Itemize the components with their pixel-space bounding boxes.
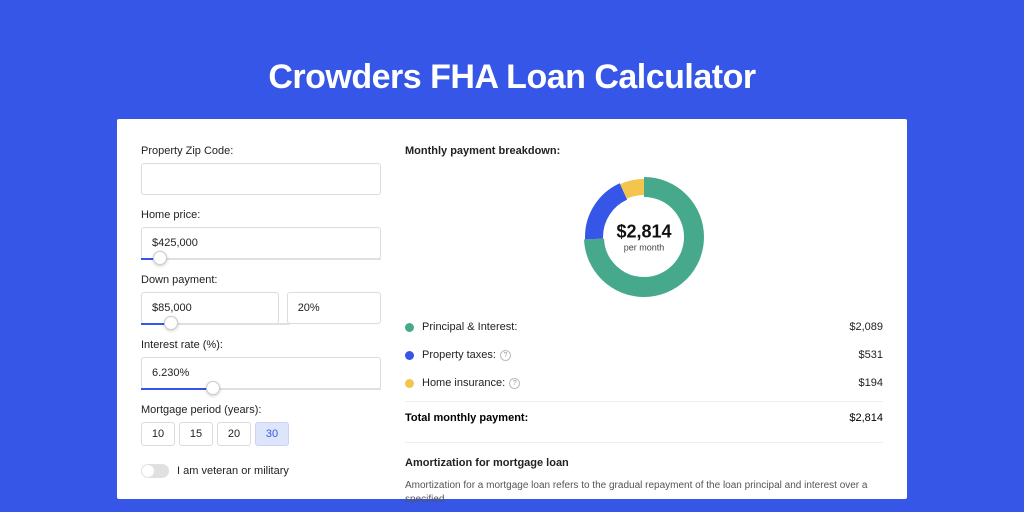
legend-dot-icon — [405, 379, 414, 388]
amortization-block: Amortization for mortgage loan Amortizat… — [405, 442, 883, 507]
down-payment-slider[interactable] — [141, 323, 290, 325]
legend-row-2: Home insurance:?$194 — [405, 369, 883, 397]
donut-chart-wrap: $2,814 per month — [405, 167, 883, 313]
legend-label: Principal & Interest: — [422, 321, 849, 333]
period-option-20[interactable]: 20 — [217, 422, 251, 446]
zip-label: Property Zip Code: — [141, 145, 381, 157]
total-row: Total monthly payment: $2,814 — [405, 401, 883, 432]
home-price-label: Home price: — [141, 209, 381, 221]
legend-value: $194 — [859, 377, 883, 389]
info-icon[interactable]: ? — [500, 350, 511, 361]
period-option-15[interactable]: 15 — [179, 422, 213, 446]
veteran-label: I am veteran or military — [177, 465, 289, 477]
donut-center: $2,814 per month — [616, 222, 671, 253]
amortization-heading: Amortization for mortgage loan — [405, 457, 883, 469]
down-payment-label: Down payment: — [141, 274, 381, 286]
donut-chart: $2,814 per month — [580, 173, 708, 301]
breakdown-heading: Monthly payment breakdown: — [405, 145, 883, 157]
info-icon[interactable]: ? — [509, 378, 520, 389]
zip-input[interactable] — [141, 163, 381, 195]
legend-list: Principal & Interest:$2,089Property taxe… — [405, 313, 883, 397]
breakdown-column: Monthly payment breakdown: $2,814 per mo… — [405, 145, 883, 499]
calculator-panel: Property Zip Code: Home price: Down paym… — [117, 119, 907, 499]
legend-row-1: Property taxes:?$531 — [405, 341, 883, 369]
legend-value: $2,089 — [849, 321, 883, 333]
veteran-toggle[interactable] — [141, 464, 169, 478]
toggle-knob — [142, 465, 154, 477]
interest-rate-field: Interest rate (%): — [141, 339, 381, 390]
donut-sub: per month — [616, 243, 671, 253]
mortgage-period-field: Mortgage period (years): 10152030 — [141, 404, 381, 446]
legend-dot-icon — [405, 323, 414, 332]
total-label: Total monthly payment: — [405, 412, 849, 424]
page-title: Crowders FHA Loan Calculator — [0, 0, 1024, 119]
legend-label: Property taxes:? — [422, 349, 859, 361]
zip-field: Property Zip Code: — [141, 145, 381, 195]
down-payment-field: Down payment: — [141, 274, 381, 325]
period-option-10[interactable]: 10 — [141, 422, 175, 446]
veteran-toggle-row: I am veteran or military — [141, 464, 381, 478]
amortization-text: Amortization for a mortgage loan refers … — [405, 479, 883, 507]
legend-row-0: Principal & Interest:$2,089 — [405, 313, 883, 341]
donut-amount: $2,814 — [616, 222, 671, 243]
interest-rate-slider[interactable] — [141, 388, 381, 390]
form-column: Property Zip Code: Home price: Down paym… — [141, 145, 381, 499]
interest-rate-label: Interest rate (%): — [141, 339, 381, 351]
legend-label: Home insurance:? — [422, 377, 859, 389]
interest-rate-input[interactable] — [141, 357, 381, 389]
mortgage-period-options: 10152030 — [141, 422, 381, 446]
period-option-30[interactable]: 30 — [255, 422, 289, 446]
legend-dot-icon — [405, 351, 414, 360]
home-price-input[interactable] — [141, 227, 381, 259]
mortgage-period-label: Mortgage period (years): — [141, 404, 381, 416]
home-price-slider[interactable] — [141, 258, 381, 260]
total-value: $2,814 — [849, 412, 883, 424]
legend-value: $531 — [859, 349, 883, 361]
down-payment-amount-input[interactable] — [141, 292, 279, 324]
down-payment-percent-input[interactable] — [287, 292, 381, 324]
home-price-field: Home price: — [141, 209, 381, 260]
